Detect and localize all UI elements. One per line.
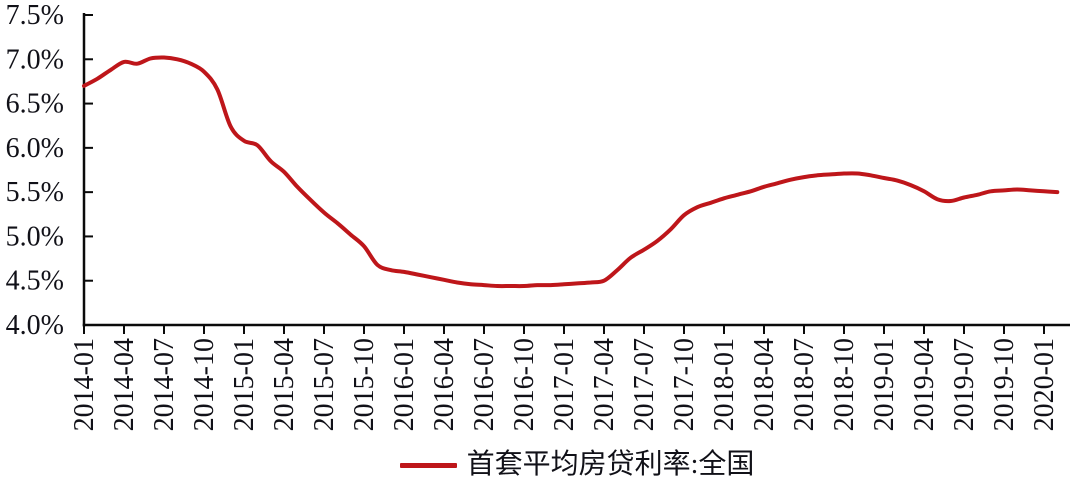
x-tick-label: 2015-01: [229, 338, 260, 431]
x-tick-label: 2016-07: [469, 338, 500, 431]
x-tick-label: 2020-01: [1029, 338, 1060, 431]
y-tick-label: 7.0%: [6, 44, 64, 75]
x-tick-label: 2017-04: [589, 338, 620, 431]
legend-series-label: 首套平均房贷利率:全国: [466, 449, 755, 480]
y-tick-label: 6.0%: [6, 133, 64, 164]
series-line: [82, 55, 1060, 289]
x-tick-label: 2017-01: [549, 338, 580, 431]
line-chart-plot: 7.5% 7.0% 6.5% 6.0% 5.5% 5.0% 4.5% 4.0%2014-01 2…: [6, 0, 1070, 431]
chart-legend: 首套平均房贷利率:全国: [84, 448, 1070, 482]
x-tick-label: 2018-04: [749, 338, 780, 431]
x-tick-label: 2014-10: [189, 338, 220, 431]
y-tick-label: 7.5%: [6, 0, 64, 31]
x-tick-label: 2016-10: [509, 338, 540, 431]
x-tick-label: 2019-01: [869, 338, 900, 431]
x-tick-label: 2019-07: [949, 338, 980, 431]
x-tick-label: 2017-07: [629, 338, 660, 431]
y-tick-label: 4.0%: [6, 310, 64, 341]
x-tick-label: 2016-04: [429, 338, 460, 431]
x-tick-label: 2016-01: [389, 338, 420, 431]
x-tick-label: 2014-07: [149, 338, 180, 431]
x-tick-label: 2018-10: [829, 338, 860, 431]
x-tick-label: 2015-07: [309, 338, 340, 431]
x-tick-label: 2019-10: [989, 338, 1020, 431]
x-tick-label: 2018-07: [789, 338, 820, 431]
x-tick-label: 2015-10: [349, 338, 380, 431]
x-tick-label: 2018-01: [709, 338, 740, 431]
x-tick-label: 2019-04: [909, 338, 940, 431]
x-tick-label: 2017-10: [669, 338, 700, 431]
y-tick-label: 4.5%: [6, 266, 64, 297]
y-tick-label: 5.0%: [6, 221, 64, 252]
y-tick-label: 5.5%: [6, 177, 64, 208]
x-tick-label: 2015-04: [269, 338, 300, 431]
y-tick-label: 6.5%: [6, 89, 64, 120]
legend-line-swatch: [399, 462, 457, 468]
x-tick-label: 2014-04: [109, 338, 140, 431]
x-tick-label: 2014-01: [69, 338, 100, 431]
